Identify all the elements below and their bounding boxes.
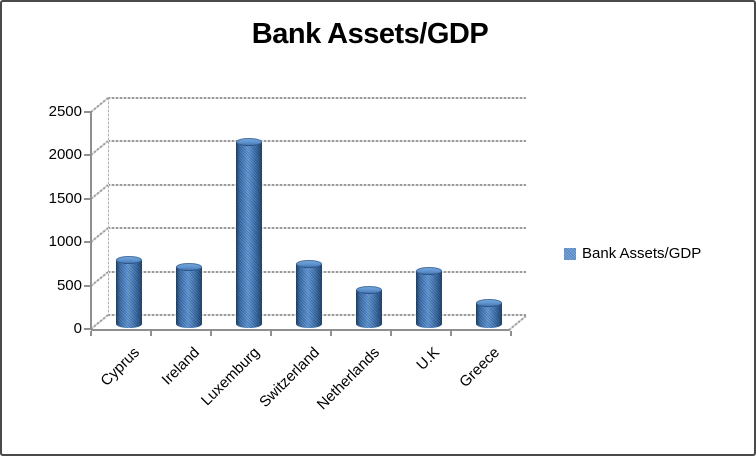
bar-cylinder-uk bbox=[416, 267, 442, 328]
x-axis-tick bbox=[90, 331, 92, 336]
gridline-connector bbox=[90, 314, 109, 330]
back-wall-edge bbox=[108, 98, 109, 315]
bar-cylinder-greece bbox=[476, 299, 502, 328]
x-axis-tick bbox=[390, 331, 392, 336]
y-axis-tick bbox=[84, 154, 91, 157]
legend: Bank Assets/GDP bbox=[564, 245, 701, 262]
bar-cylinder-top bbox=[476, 299, 502, 308]
x-axis-label: Cyprus bbox=[97, 344, 144, 390]
bar-cylinder-switzerland bbox=[296, 260, 322, 328]
floor-right-edge bbox=[508, 315, 527, 331]
bar-cylinder-netherlands bbox=[356, 286, 382, 328]
gridline-connector bbox=[90, 140, 109, 157]
y-axis-label: 2500 bbox=[48, 103, 82, 120]
y-axis-tick bbox=[84, 328, 91, 330]
x-axis-tick bbox=[510, 331, 512, 336]
x-axis-line bbox=[91, 329, 510, 331]
gridline bbox=[108, 97, 526, 99]
y-axis-tick bbox=[84, 111, 91, 113]
bar-cylinder-top bbox=[296, 260, 322, 269]
x-axis-label: Ireland bbox=[158, 344, 204, 389]
bar-cylinder-top bbox=[356, 286, 382, 295]
x-axis-label: Switzerland bbox=[256, 344, 324, 411]
y-axis-tick bbox=[84, 197, 91, 200]
legend-label: Bank Assets/GDP bbox=[582, 245, 702, 262]
gridline-connector bbox=[90, 97, 109, 113]
bar-cylinder-luxemburg bbox=[236, 137, 262, 328]
y-axis-label: 500 bbox=[56, 276, 82, 294]
gridline bbox=[108, 183, 526, 186]
y-axis-label: 1500 bbox=[48, 189, 82, 207]
gridline bbox=[108, 227, 526, 230]
legend-marker-icon bbox=[564, 247, 576, 260]
x-axis-tick bbox=[450, 331, 452, 336]
x-axis-label: Luxemburg bbox=[197, 344, 264, 410]
bar-cylinder-ireland bbox=[176, 263, 202, 328]
chart-title: Bank Assets/GDP bbox=[251, 18, 489, 50]
x-axis-tick bbox=[270, 331, 272, 336]
y-axis-label: 2000 bbox=[48, 146, 82, 164]
gridline-connector bbox=[90, 227, 109, 243]
y-axis-label: 1000 bbox=[48, 233, 82, 251]
bar-cylinder-top bbox=[116, 255, 142, 264]
x-axis-tick bbox=[150, 331, 152, 336]
x-axis-label: Netherlands bbox=[313, 344, 384, 414]
bar-cylinder-top bbox=[416, 267, 442, 276]
gridline-connector bbox=[90, 184, 109, 200]
gridline-connector bbox=[90, 270, 109, 287]
x-axis-label: U.K bbox=[413, 344, 444, 374]
y-axis-tick bbox=[84, 284, 91, 287]
y-axis-line bbox=[90, 112, 92, 330]
x-axis-tick bbox=[210, 331, 212, 336]
y-axis-label: 0 bbox=[73, 320, 82, 337]
bar-cylinder-cyprus bbox=[116, 255, 142, 328]
x-axis-tick bbox=[330, 331, 332, 336]
gridline bbox=[108, 140, 526, 143]
bar-cylinder-top bbox=[176, 263, 202, 272]
y-axis-tick bbox=[84, 241, 91, 244]
bar-cylinder-top bbox=[236, 137, 262, 146]
x-axis-label: Greece bbox=[456, 344, 504, 391]
